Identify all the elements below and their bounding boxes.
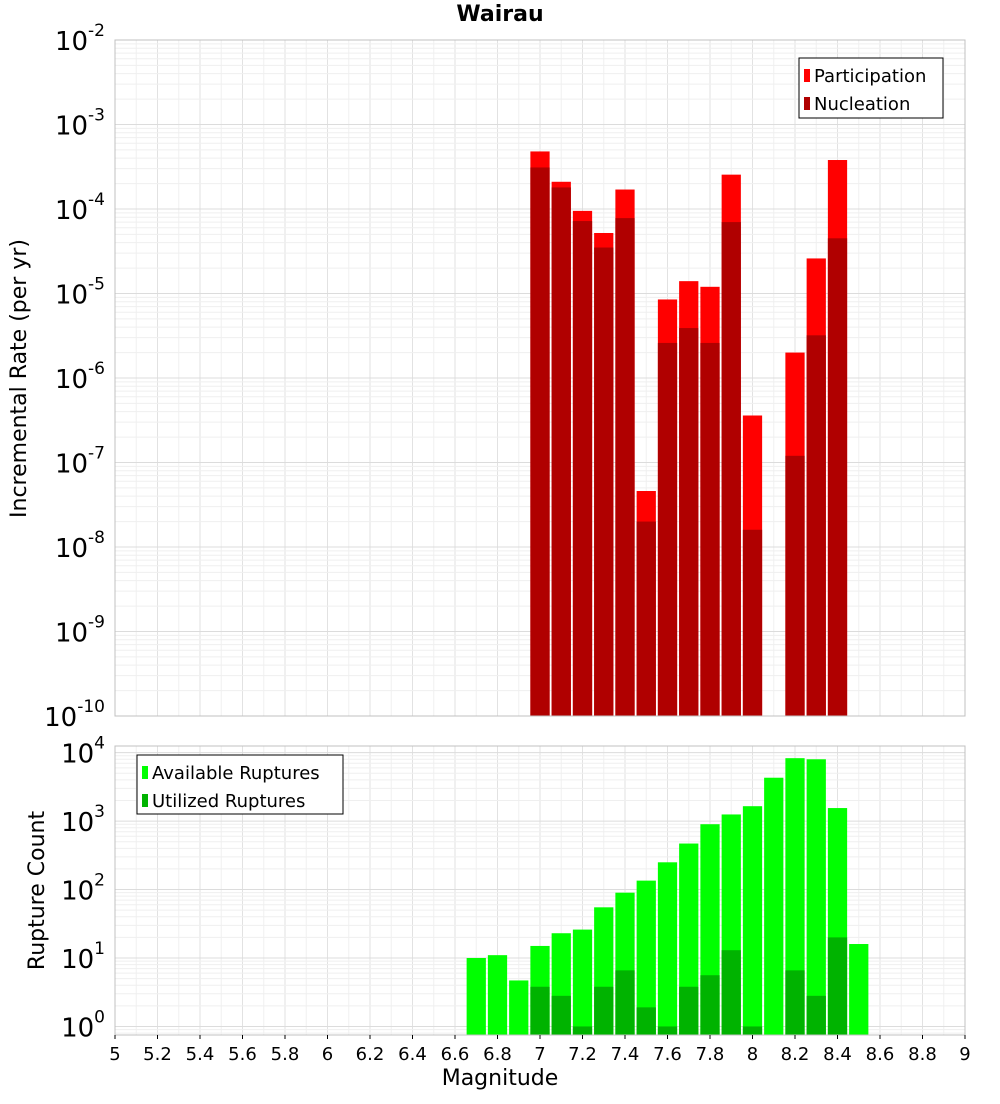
top-y-tick-label: 10-10 xyxy=(44,697,105,733)
available-bar xyxy=(806,759,826,1035)
x-tick-label: 5.6 xyxy=(228,1044,257,1065)
chart-title: Wairau xyxy=(456,2,544,27)
utilized-bar xyxy=(636,1007,656,1035)
nucleation-bar xyxy=(657,342,678,716)
top-y-axis-label: Incremental Rate (per yr) xyxy=(6,238,32,518)
nucleation-bar xyxy=(742,529,763,716)
nucleation-bar xyxy=(679,328,699,716)
bottom-y-tick-label: 100 xyxy=(61,1007,105,1043)
nucleation-bar xyxy=(785,455,805,716)
utilized-bar xyxy=(551,995,571,1035)
x-tick-label: 9 xyxy=(959,1044,970,1065)
nucleation-bar xyxy=(594,247,614,716)
nucleation-bar xyxy=(827,238,848,717)
utilized-bar xyxy=(827,937,848,1035)
available-bar xyxy=(509,980,529,1035)
utilized-bar xyxy=(594,986,614,1035)
x-tick-label: 7.6 xyxy=(653,1044,682,1065)
x-tick-label: 6.6 xyxy=(441,1044,470,1065)
top-y-tick-label: 10-8 xyxy=(55,528,105,564)
available-bar xyxy=(466,957,486,1035)
top-y-tick-label: 10-2 xyxy=(55,21,105,57)
bottom-legend-swatch xyxy=(142,794,148,807)
x-tick-label: 6 xyxy=(322,1044,333,1065)
top-legend-swatch xyxy=(804,97,810,110)
available-bar xyxy=(785,758,805,1035)
available-bar xyxy=(572,929,593,1035)
x-tick-label: 6.2 xyxy=(356,1044,385,1065)
bottom-y-axis-label: Rupture Count xyxy=(24,810,50,971)
utilized-bar xyxy=(700,975,720,1035)
utilized-bar xyxy=(679,986,699,1035)
x-tick-label: 8.6 xyxy=(866,1044,895,1065)
utilized-bar xyxy=(572,1026,593,1035)
available-bar xyxy=(764,777,784,1035)
bottom-y-tick-label: 102 xyxy=(61,871,105,907)
available-bar xyxy=(657,862,678,1035)
top-legend-label: Nucleation xyxy=(814,94,910,115)
nucleation-bar xyxy=(615,218,635,716)
x-tick-label: 8.4 xyxy=(823,1044,852,1065)
top-y-tick-label: 10-3 xyxy=(55,106,105,142)
available-bar xyxy=(487,955,508,1035)
top-y-tick-label: 10-7 xyxy=(55,444,105,480)
bottom-legend-box xyxy=(136,754,344,815)
top-y-tick-label: 10-4 xyxy=(55,190,105,226)
x-tick-label: 6.4 xyxy=(398,1044,427,1065)
top-plot-frame xyxy=(114,39,966,717)
x-tick-label: 8 xyxy=(747,1044,758,1065)
utilized-bar xyxy=(657,1026,678,1035)
utilized-bar xyxy=(721,950,741,1035)
available-bar xyxy=(742,806,763,1035)
nucleation-bar xyxy=(530,167,550,717)
x-tick-label: 8.8 xyxy=(908,1044,937,1065)
top-legend-label: Participation xyxy=(814,66,926,87)
x-tick-label: 7.8 xyxy=(696,1044,725,1065)
bottom-y-tick-label: 103 xyxy=(61,802,105,838)
x-axis-label: Magnitude xyxy=(441,1066,559,1091)
nucleation-bar xyxy=(551,187,571,717)
nucleation-bar xyxy=(806,335,826,716)
top-legend-box xyxy=(798,57,944,119)
utilized-bar xyxy=(785,970,805,1035)
x-tick-label: 7 xyxy=(534,1044,545,1065)
x-tick-label: 6.8 xyxy=(483,1044,512,1065)
available-bar xyxy=(849,944,869,1035)
utilized-bar xyxy=(806,995,826,1035)
x-tick-label: 5.8 xyxy=(271,1044,300,1065)
x-tick-label: 7.4 xyxy=(611,1044,640,1065)
bottom-y-tick-label: 101 xyxy=(61,939,105,975)
x-tick-label: 8.2 xyxy=(781,1044,810,1065)
bottom-legend-swatch xyxy=(142,766,148,779)
available-bar xyxy=(636,880,656,1035)
nucleation-bar xyxy=(572,221,593,716)
bottom-legend-label: Utilized Ruptures xyxy=(152,791,305,812)
nucleation-bar xyxy=(636,521,656,716)
x-tick-label: 5.4 xyxy=(186,1044,215,1065)
top-y-tick-label: 10-5 xyxy=(55,275,105,311)
x-tick-label: 5.2 xyxy=(143,1044,172,1065)
bottom-legend-label: Available Ruptures xyxy=(152,763,320,784)
nucleation-bar xyxy=(700,342,720,716)
utilized-bar xyxy=(615,970,635,1035)
x-tick-label: 5 xyxy=(109,1044,120,1065)
top-y-tick-label: 10-9 xyxy=(55,613,105,649)
utilized-bar xyxy=(530,986,550,1035)
nucleation-bar xyxy=(721,222,741,716)
utilized-bar xyxy=(742,1026,763,1035)
x-tick-label: 7.2 xyxy=(568,1044,597,1065)
top-y-tick-label: 10-6 xyxy=(55,359,105,395)
bottom-y-tick-label: 104 xyxy=(61,734,105,770)
top-legend-swatch xyxy=(804,69,810,82)
